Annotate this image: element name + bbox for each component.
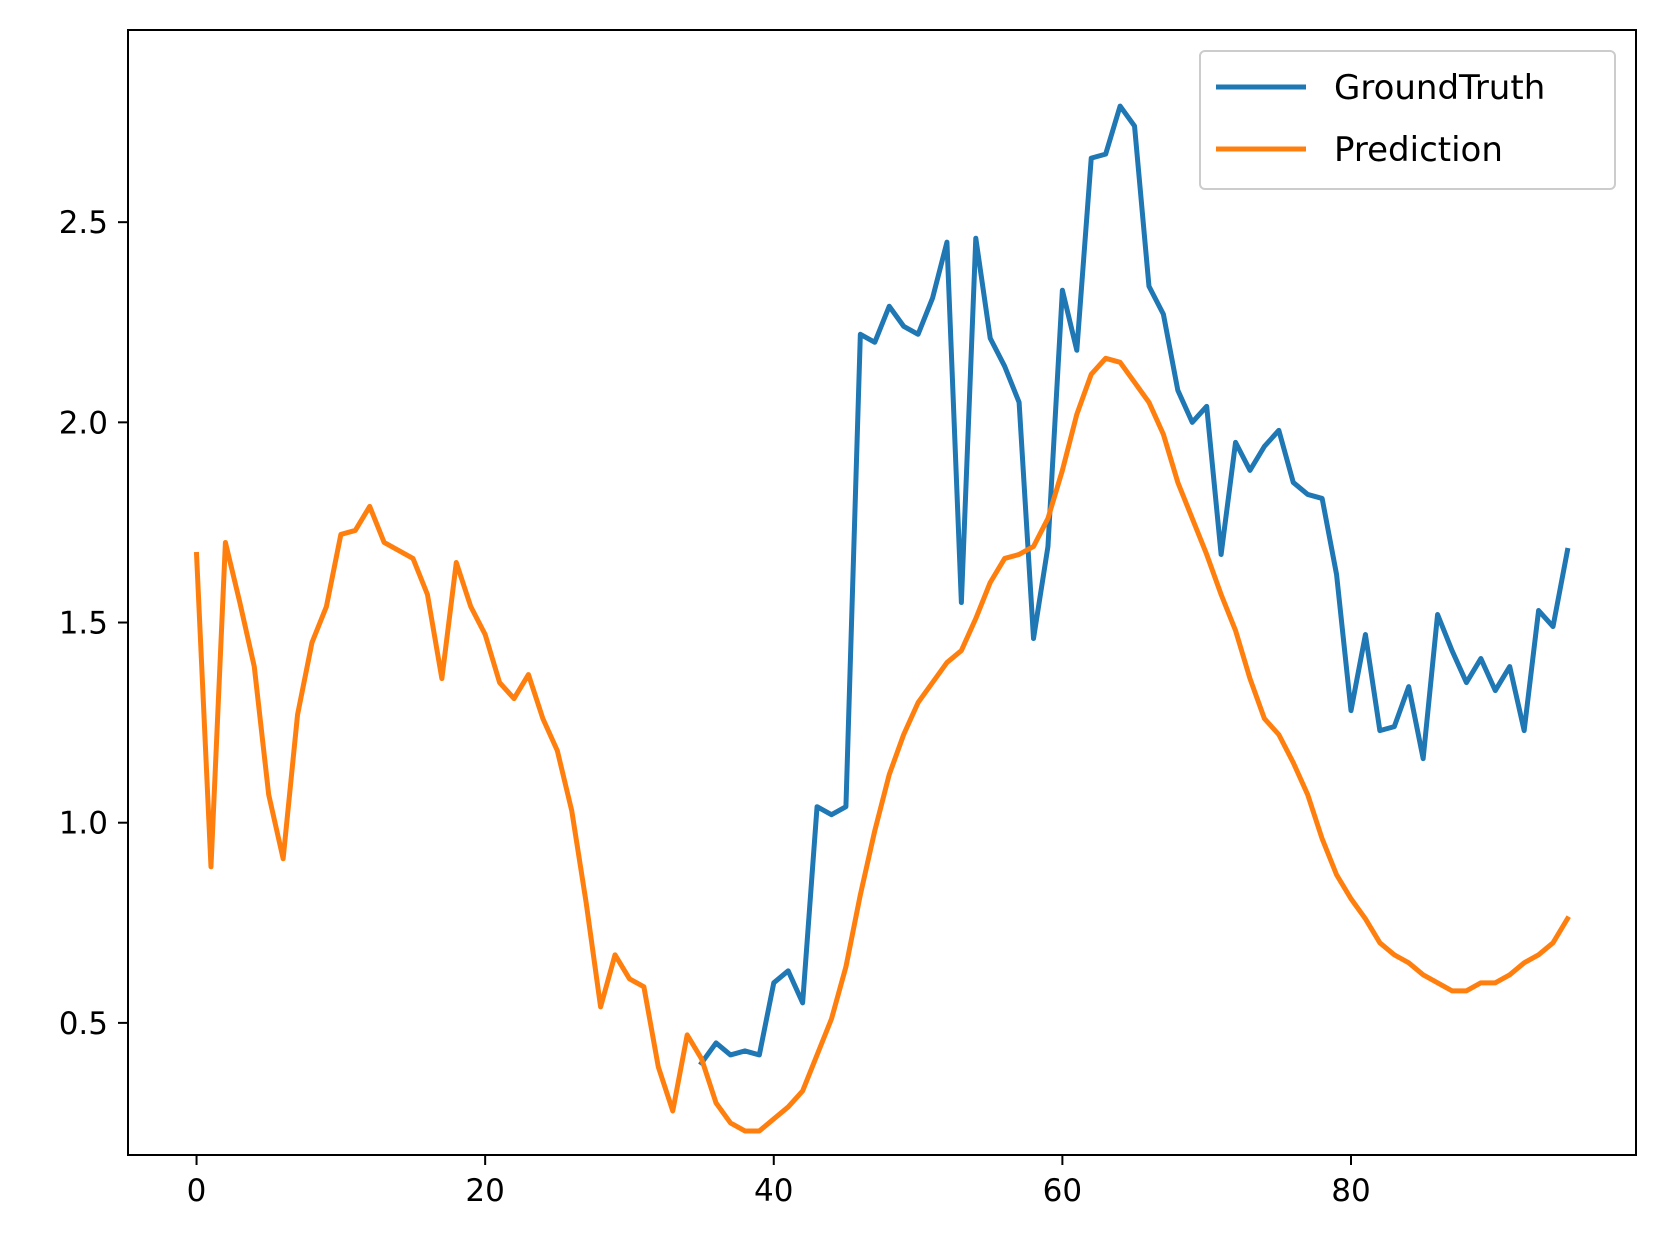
x-axis-ticks: 0 20 40 60 80: [187, 1155, 1371, 1209]
y-axis-ticks: 0.5 1.0 1.5 2.0 2.5: [59, 205, 128, 1042]
y-tick-label: 1.5: [59, 606, 108, 642]
y-tick-label: 2.5: [59, 205, 108, 241]
axis-layer: [127, 29, 1637, 1156]
y-tick-label: 0.5: [59, 1006, 108, 1042]
series-line-prediction: [193, 355, 1571, 1134]
x-tick-label: 20: [465, 1173, 504, 1209]
legend-label-groundtruth: GroundTruth: [1334, 68, 1545, 108]
plot-area: [128, 30, 1636, 1155]
series-line-groundtruth: [698, 103, 1571, 1067]
x-tick-label: 0: [187, 1173, 207, 1209]
y-tick-label: 2.0: [59, 405, 108, 441]
axes-frame: [127, 29, 1637, 1156]
x-tick-label: 60: [1043, 1173, 1082, 1209]
x-tick-label: 80: [1331, 1173, 1370, 1209]
y-tick-label: 1.0: [59, 806, 108, 842]
legend: GroundTruth Prediction: [1199, 50, 1616, 190]
legend-label-prediction: Prediction: [1334, 130, 1503, 170]
x-tick-label: 40: [754, 1173, 793, 1209]
series-layer: [193, 103, 1571, 1134]
